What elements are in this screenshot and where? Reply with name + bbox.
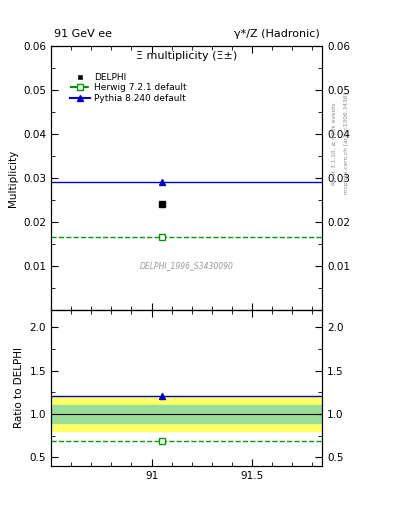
Y-axis label: Multiplicity: Multiplicity: [8, 150, 18, 207]
Bar: [51, 397, 322, 431]
Text: γ*/Z (Hadronic): γ*/Z (Hadronic): [234, 30, 320, 39]
Legend: DELPHI, Herwig 7.2.1 default, Pythia 8.240 default: DELPHI, Herwig 7.2.1 default, Pythia 8.2…: [66, 69, 191, 107]
Text: Ξ multiplicity (Ξ±): Ξ multiplicity (Ξ±): [136, 51, 237, 61]
Text: 91 GeV ee: 91 GeV ee: [54, 30, 112, 39]
Text: mcplots.cern.ch [arXiv:1306.3436]: mcplots.cern.ch [arXiv:1306.3436]: [344, 93, 349, 194]
Text: DELPHI_1996_S3430090: DELPHI_1996_S3430090: [140, 262, 233, 270]
Bar: [51, 406, 322, 422]
Text: Rivet 3.1.10, ≥ 400k events: Rivet 3.1.10, ≥ 400k events: [332, 102, 337, 185]
Y-axis label: Ratio to DELPHI: Ratio to DELPHI: [14, 348, 24, 429]
